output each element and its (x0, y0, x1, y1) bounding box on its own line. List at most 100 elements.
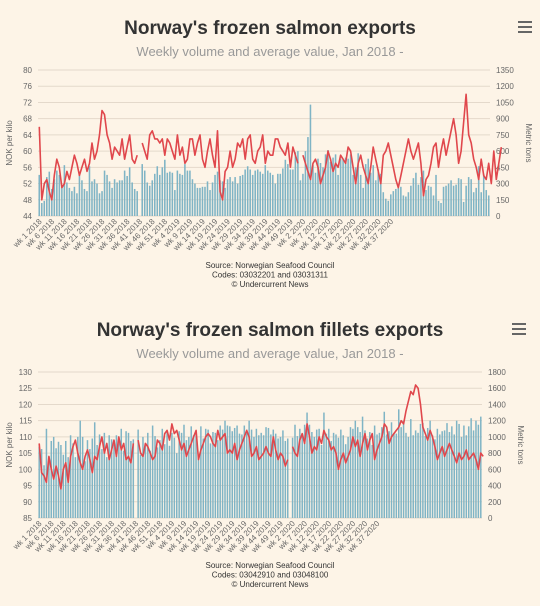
bar (282, 430, 284, 518)
bar (366, 438, 369, 518)
y-left-tick-label: 76 (23, 82, 32, 91)
bar (467, 426, 470, 518)
bar (335, 434, 337, 518)
bar (297, 151, 299, 216)
bar (171, 172, 174, 216)
bar (264, 165, 267, 216)
chart-subtitle: Weekly volume and average value, Jan 201… (136, 346, 404, 361)
bar (76, 193, 78, 216)
bar (420, 177, 422, 216)
bar (245, 429, 248, 518)
bar (356, 427, 359, 518)
bar (377, 169, 380, 216)
bar (422, 423, 424, 518)
bar (410, 185, 412, 216)
hamburger-menu-icon[interactable] (514, 18, 536, 38)
bar (387, 200, 390, 216)
bar (405, 432, 407, 518)
bar (243, 425, 246, 518)
bar (395, 433, 398, 518)
bar (61, 185, 63, 216)
bar (43, 200, 46, 216)
bar (272, 429, 275, 518)
bar (419, 423, 422, 518)
bar (132, 439, 135, 518)
bar (127, 432, 130, 518)
bar (470, 179, 472, 216)
bar (130, 440, 132, 518)
bar (212, 432, 214, 518)
y-right-tick-label: 300 (496, 180, 510, 189)
bar (379, 173, 382, 216)
bar (359, 432, 361, 518)
y-left-axis-title: NOK per kilo (5, 422, 14, 468)
bar (159, 174, 161, 216)
bar (65, 440, 67, 518)
bar (441, 431, 443, 518)
bar (313, 436, 316, 518)
bar (233, 427, 236, 518)
bar (131, 182, 133, 216)
bar (308, 424, 311, 518)
bar (163, 444, 166, 518)
bar (53, 179, 56, 216)
bar (46, 177, 48, 216)
bar (144, 445, 147, 518)
bar (402, 420, 405, 518)
bar (472, 192, 475, 216)
y-left-tick-label: 110 (19, 433, 32, 442)
bar (91, 438, 94, 518)
bar (169, 171, 171, 216)
bar (231, 431, 233, 518)
bar (96, 445, 98, 518)
bar (427, 185, 430, 216)
bar (318, 428, 320, 518)
bar (307, 137, 309, 216)
bar (277, 173, 279, 216)
bar (347, 436, 349, 518)
bar (111, 187, 113, 216)
bar (211, 182, 214, 216)
bar (349, 154, 352, 216)
bar (455, 184, 457, 216)
bar (248, 420, 250, 518)
bar (236, 425, 238, 518)
bar (254, 170, 256, 216)
bar (120, 428, 122, 518)
hamburger-menu-icon[interactable] (508, 320, 530, 340)
bar (122, 450, 125, 518)
bar (302, 173, 304, 216)
bar (207, 429, 209, 518)
bar (442, 186, 445, 216)
chart-svg: 85 0 90 200 95 400 100 600 105 800 110 1000 115 1200 1… (5, 368, 525, 589)
bar (304, 151, 307, 216)
bar (73, 186, 76, 216)
bar (306, 412, 308, 518)
bar (231, 181, 234, 216)
bar (241, 434, 243, 518)
bar (151, 180, 154, 216)
bar (166, 432, 168, 518)
bar (126, 175, 128, 216)
bar (38, 174, 41, 216)
y-right-tick-label: 1200 (496, 82, 514, 91)
bar (332, 432, 335, 518)
bar (262, 435, 265, 518)
bar (79, 420, 81, 518)
bar (371, 445, 373, 518)
bar (369, 172, 372, 216)
bar (236, 183, 239, 216)
bar (164, 159, 166, 216)
bar (448, 432, 451, 518)
bar (113, 179, 116, 216)
bar (437, 200, 440, 216)
bar (451, 426, 453, 518)
bar (136, 191, 138, 216)
bar (258, 435, 260, 518)
y-left-tick-label: 48 (23, 196, 32, 205)
bar (381, 427, 383, 518)
bar (125, 431, 127, 518)
bar (181, 174, 184, 216)
bar (452, 185, 455, 216)
bar (417, 432, 419, 518)
